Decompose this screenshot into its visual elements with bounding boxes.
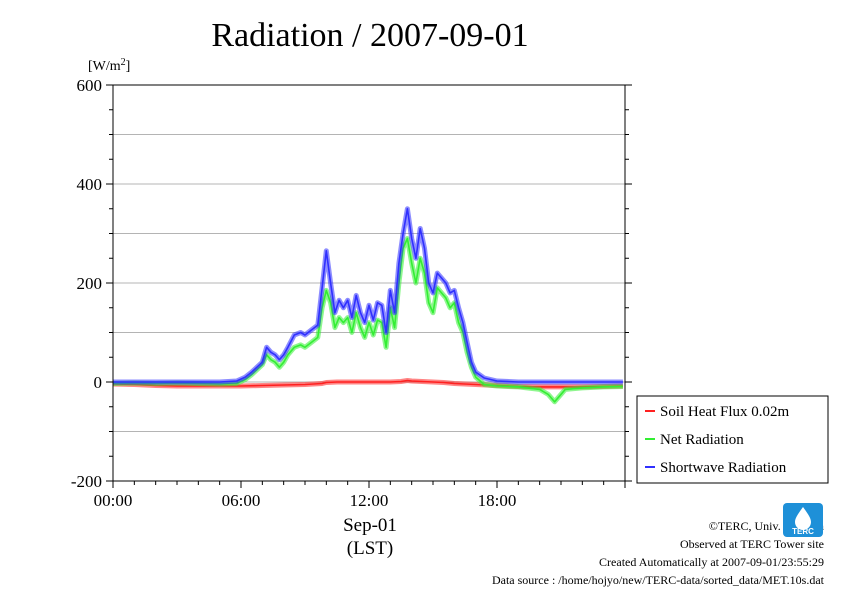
x-axis-label: (LST) (347, 538, 393, 559)
series-band-shortwave-radiation (113, 206, 623, 385)
footer-created: Created Automatically at 2007-09-01/23:5… (599, 555, 824, 569)
footer-observed: Observed at TERC Tower site (679, 537, 824, 551)
y-tick-label: 600 (77, 76, 103, 95)
series-band-net-radiation (112, 236, 623, 405)
legend-box (636, 395, 829, 484)
footer-data-source: Data source : /home/hojyo/new/TERC-data/… (491, 573, 824, 587)
series-layer (112, 206, 623, 405)
legend-label: Soil Heat Flux 0.02m (660, 404, 790, 420)
chart-title: Radiation / 2007-09-01 (211, 17, 528, 54)
legend-label: Net Radiation (660, 432, 744, 448)
water-drop-icon (795, 507, 811, 530)
terc-logo-text: TERC (792, 527, 814, 536)
x-axis-date-label: Sep-01 (343, 515, 397, 536)
legend: Soil Heat Flux 0.02m Net Radiation Shortwa… (636, 395, 829, 484)
y-tick-label: 0 (94, 373, 103, 392)
y-tick-label: -200 (71, 472, 102, 491)
x-tick-label: 00:00 (94, 491, 133, 510)
x-tick-label: 18:00 (478, 491, 517, 510)
x-tick-label: 06:00 (222, 491, 261, 510)
y-axis-unit: [W/m2] (88, 57, 130, 74)
axis-ticks: -200 0 200 400 600 00:00 06:00 12:00 18:00 (71, 76, 632, 510)
series-line-shortwave-radiation (113, 208, 623, 383)
y-tick-label: 400 (77, 175, 103, 194)
legend-label: Shortwave Radiation (660, 460, 787, 476)
terc-logo: TERC (783, 503, 823, 537)
series-line-net-radiation (112, 237, 623, 403)
x-tick-label: 12:00 (350, 491, 389, 510)
y-tick-label: 200 (77, 274, 103, 293)
